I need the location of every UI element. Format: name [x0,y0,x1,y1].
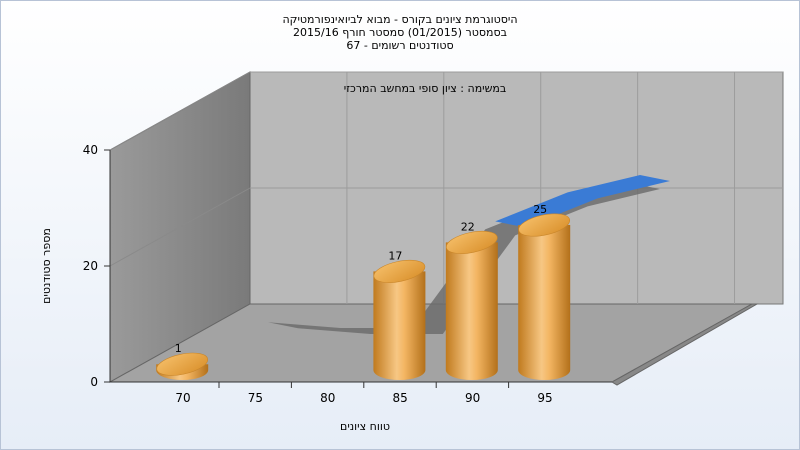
grid-line-side [109,71,251,151]
x-tick-label: 80 [320,391,335,405]
bar-70: 1 [156,342,209,380]
chart-title-line-2: בסמסטר (01/2015) סמסטר חורף 2015/16 [293,26,507,39]
data-label: 17 [388,249,402,262]
data-label: 1 [175,342,182,355]
grid-line-side [109,187,251,267]
x-tick-label: 85 [393,391,408,405]
data-label: 22 [461,220,475,233]
bar-90: 22 [445,220,498,380]
bar-body [373,271,426,380]
y-tick-label: 20 [83,259,98,273]
bar-85: 17 [373,249,426,380]
x-tick-label: 90 [465,391,480,405]
y-tick-label: 0 [90,375,98,389]
y-tick-label: 40 [83,143,98,157]
bar-top [518,213,571,237]
x-tick-label: 95 [537,391,552,405]
bar-top [373,259,426,283]
data-label: 25 [533,203,547,216]
back-series-ribbon-blue [495,175,670,228]
bar-body [518,225,571,380]
chart-title-line-3: סטודנטים רשומים - 67 [346,39,454,52]
chart-title-line-1: היסטוגרמת ציונים בקורס - מבוא לביואינפור… [282,13,518,26]
bar-body [445,242,498,380]
bar-top [156,352,209,376]
x-axis-label: טווח ציונים [340,420,390,433]
y-axis-label: מספר סטודנטים [40,228,53,304]
x-tick-label: 75 [248,391,263,405]
right-edge [611,303,759,386]
bar-95: 25 [518,203,571,380]
x-tick-label: 70 [175,391,190,405]
chart-subtitle: במשימה : ציון סופי במחשב המרכזי [344,82,507,95]
bar-top [445,230,498,254]
